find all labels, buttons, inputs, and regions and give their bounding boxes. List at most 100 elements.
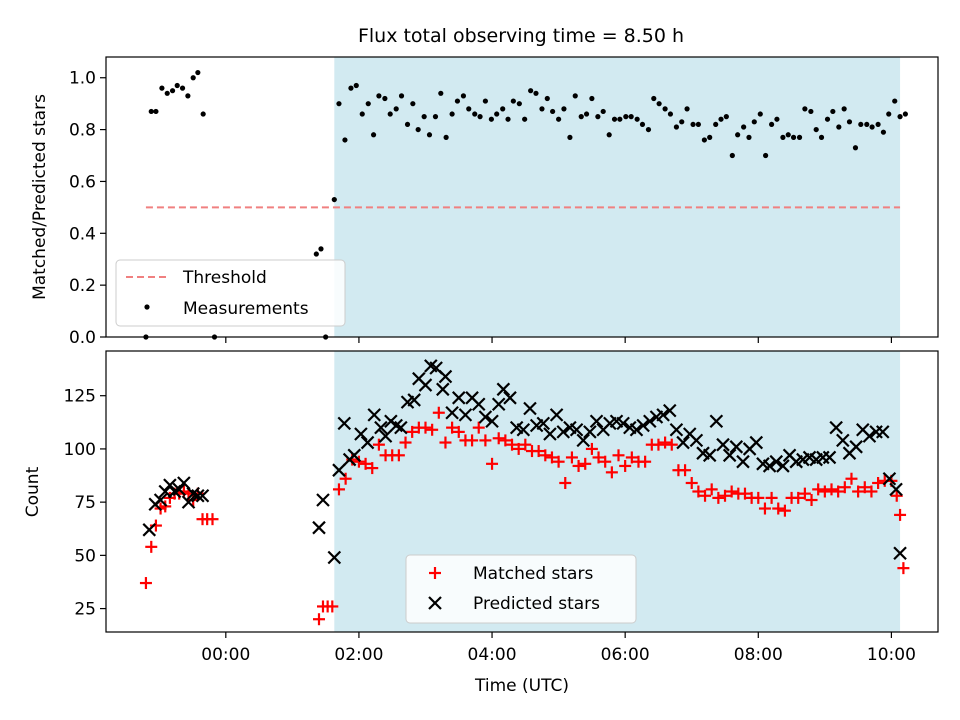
matched-star-point: [685, 476, 698, 489]
measurement-point: [404, 121, 411, 128]
measurement-point: [516, 101, 522, 107]
predicted-star-point: [669, 422, 684, 437]
matched-star-point: [792, 491, 805, 504]
matched-star-point: [592, 451, 605, 464]
matched-star-point: [858, 481, 871, 494]
measurement-point: [164, 90, 170, 96]
predicted-star-point: [172, 482, 186, 497]
measurement-point: [818, 134, 825, 140]
matched-star-point: [559, 476, 572, 489]
predicted-star-point: [347, 448, 362, 463]
predicted-star-point: [407, 393, 421, 407]
matched-star-point: [352, 455, 365, 468]
measurement-point: [639, 121, 646, 128]
measurement-point: [500, 106, 506, 112]
predicted-star-point: [549, 408, 564, 422]
predicted-star-point: [142, 523, 157, 537]
measurement-point: [684, 106, 690, 112]
top-axes-frame: [105, 56, 939, 338]
matched-star-point: [778, 504, 791, 517]
predicted-star-point: [709, 414, 724, 429]
measurement-point: [763, 152, 769, 159]
measurement-point: [200, 111, 206, 117]
matched-star-point: [865, 485, 878, 498]
measurement-point: [195, 69, 201, 76]
top-observing-window: [334, 57, 901, 337]
measurement-point: [902, 111, 908, 117]
measurement-point: [774, 116, 780, 122]
matched-star-point: [446, 421, 459, 434]
matched-star-point: [326, 600, 339, 613]
predicted-star-point: [776, 459, 790, 473]
predicted-star-point: [312, 520, 326, 535]
measurement-point: [410, 101, 416, 107]
predicted-legend-label: Predicted stars: [473, 594, 600, 614]
matched-star-point: [392, 449, 405, 462]
matched-star-point: [512, 442, 525, 455]
predicted-star-point: [503, 391, 517, 405]
measurement-point: [382, 95, 388, 102]
top-y-axis-label: Matched/Predicted stars: [30, 94, 50, 300]
measurement-point: [365, 101, 371, 107]
measurement-point: [179, 85, 186, 91]
measurement-point: [679, 119, 685, 125]
measurement-point: [735, 132, 741, 138]
measurement-point: [153, 108, 159, 115]
measurement-point: [852, 145, 859, 151]
matched-star-point: [652, 438, 665, 451]
measurement-point: [880, 129, 887, 135]
matched-star-point: [565, 451, 578, 464]
predicted-star-point: [829, 420, 843, 435]
measurement-point: [751, 119, 757, 125]
measurement-point: [824, 116, 831, 122]
matched-legend-label: Matched stars: [473, 564, 593, 584]
measurement-point: [651, 95, 657, 102]
measurement-point: [488, 116, 494, 122]
x-tick-label: 02:00: [334, 645, 383, 665]
measurement-point: [869, 124, 875, 130]
measurement-point: [561, 106, 567, 112]
matched-star-point: [585, 442, 598, 455]
measurement-point: [892, 98, 898, 104]
predicted-star-point: [195, 488, 210, 503]
measurement-point: [667, 111, 674, 117]
matched-star-point: [479, 434, 492, 447]
matched-star-point: [145, 540, 158, 553]
measurement-point: [695, 121, 701, 128]
matched-star-point: [372, 438, 385, 451]
measurement-point: [713, 121, 719, 128]
measurement-point: [780, 134, 786, 140]
predicted-star-point: [536, 416, 551, 431]
measurement-point: [426, 132, 433, 138]
measurement-point: [318, 246, 324, 252]
predicted-star-point: [471, 397, 486, 411]
measurement-point: [539, 106, 545, 112]
predicted-star-point: [889, 482, 903, 497]
measurement-point: [556, 116, 562, 122]
matched-star-point: [897, 562, 910, 575]
measurement-point: [886, 111, 892, 117]
matched-star-point: [798, 487, 811, 500]
predicted-star-point: [616, 416, 630, 431]
measurement-point: [645, 126, 652, 133]
measurement-point: [858, 121, 864, 128]
matched-star-point: [426, 423, 439, 436]
matched-star-point: [206, 513, 219, 526]
bottom-legend: Matched stars Predicted stars: [405, 554, 637, 624]
bottom-panel: 25 50 75 100 125 00:00 02:00 04:00 06:00 08:00 10…: [23, 350, 939, 696]
predicted-star-point: [451, 391, 466, 405]
measurement-point: [802, 106, 808, 112]
matched-star-point: [149, 519, 162, 532]
measurement-point: [741, 124, 747, 130]
measurement-point: [572, 93, 578, 99]
bottom-y-tick-label: 100: [64, 440, 96, 460]
predicted-star-point: [702, 448, 717, 463]
measurements-series: [143, 69, 908, 340]
predicted-star-point: [736, 454, 750, 469]
measurement-point: [623, 114, 629, 120]
matched-star-point: [312, 613, 325, 626]
predicted-star-point: [689, 433, 704, 448]
x-tick-label: 00:00: [201, 645, 250, 665]
matched-star-point: [486, 457, 499, 470]
predicted-star-point: [163, 478, 177, 492]
